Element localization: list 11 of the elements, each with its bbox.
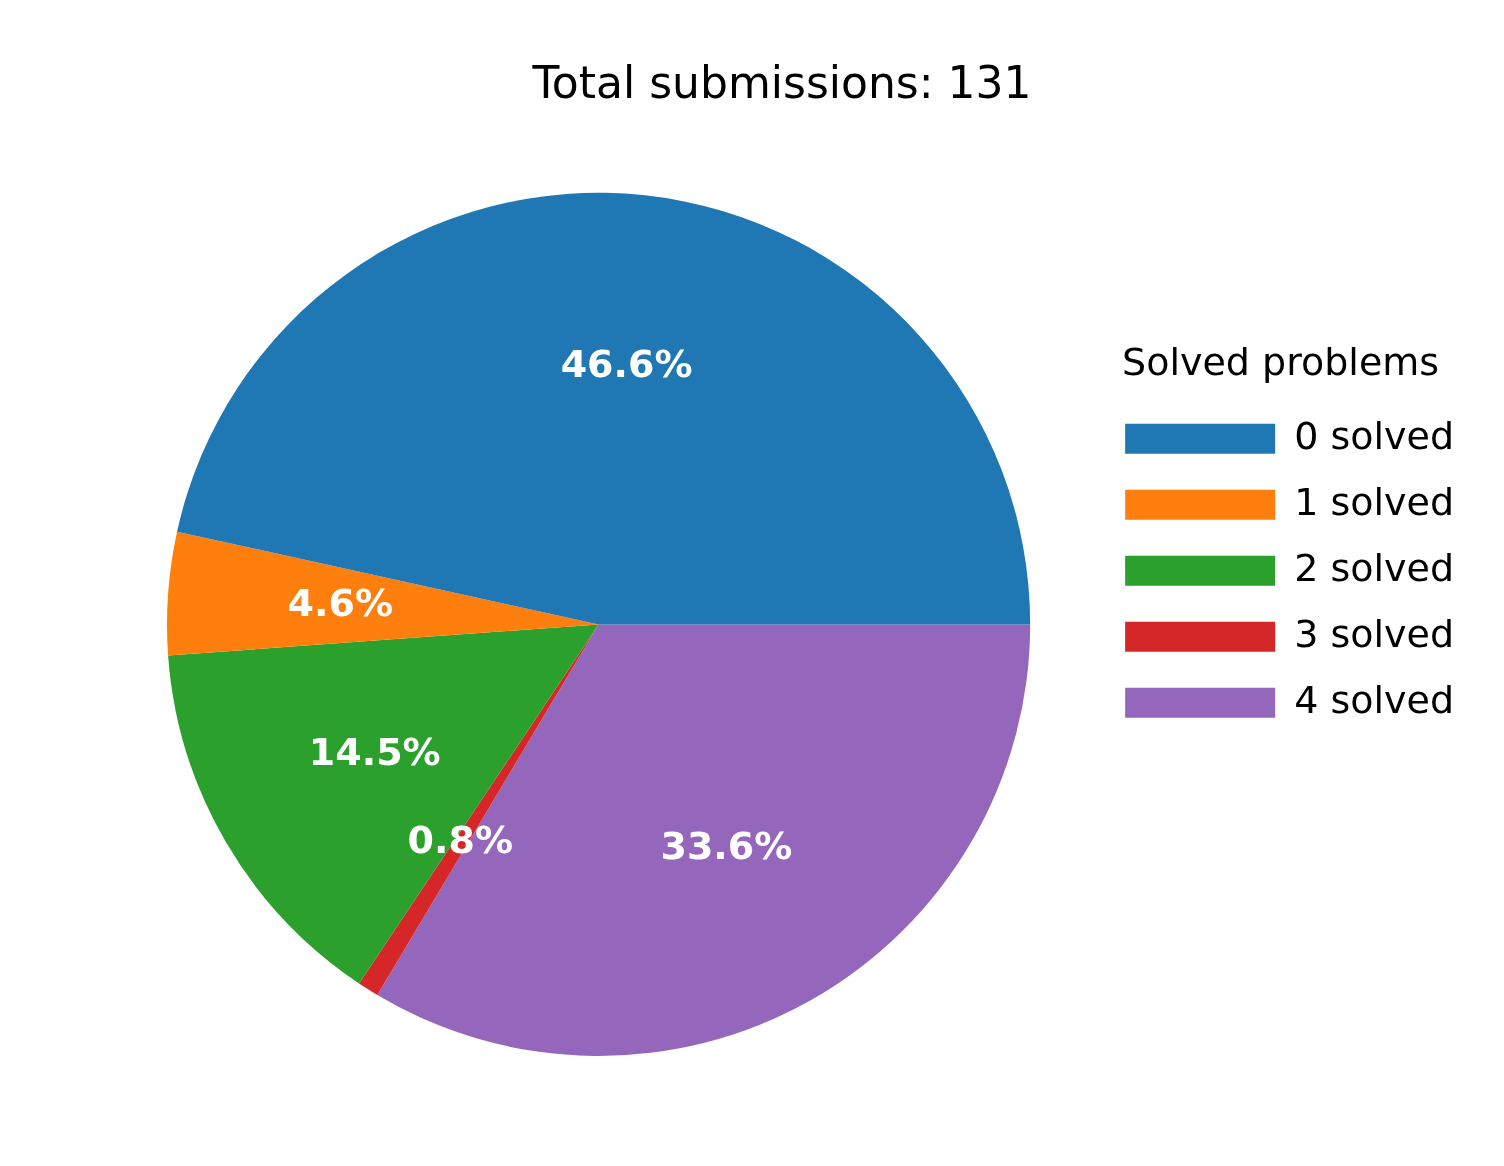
chart-title: Total submissions: 131 [531,56,1032,108]
data-label: 14.5% [308,729,441,774]
legend-label: 2 solved [1294,545,1455,590]
legend-title: Solved problems [1122,340,1440,385]
legend-label: 0 solved [1294,413,1455,458]
data-label: 4.6% [287,580,393,625]
legend-label: 3 solved [1294,611,1455,656]
data-label: 33.6% [660,824,793,869]
legend-label: 4 solved [1294,677,1455,722]
legend-label: 1 solved [1294,479,1455,524]
data-label: 46.6% [560,341,693,386]
